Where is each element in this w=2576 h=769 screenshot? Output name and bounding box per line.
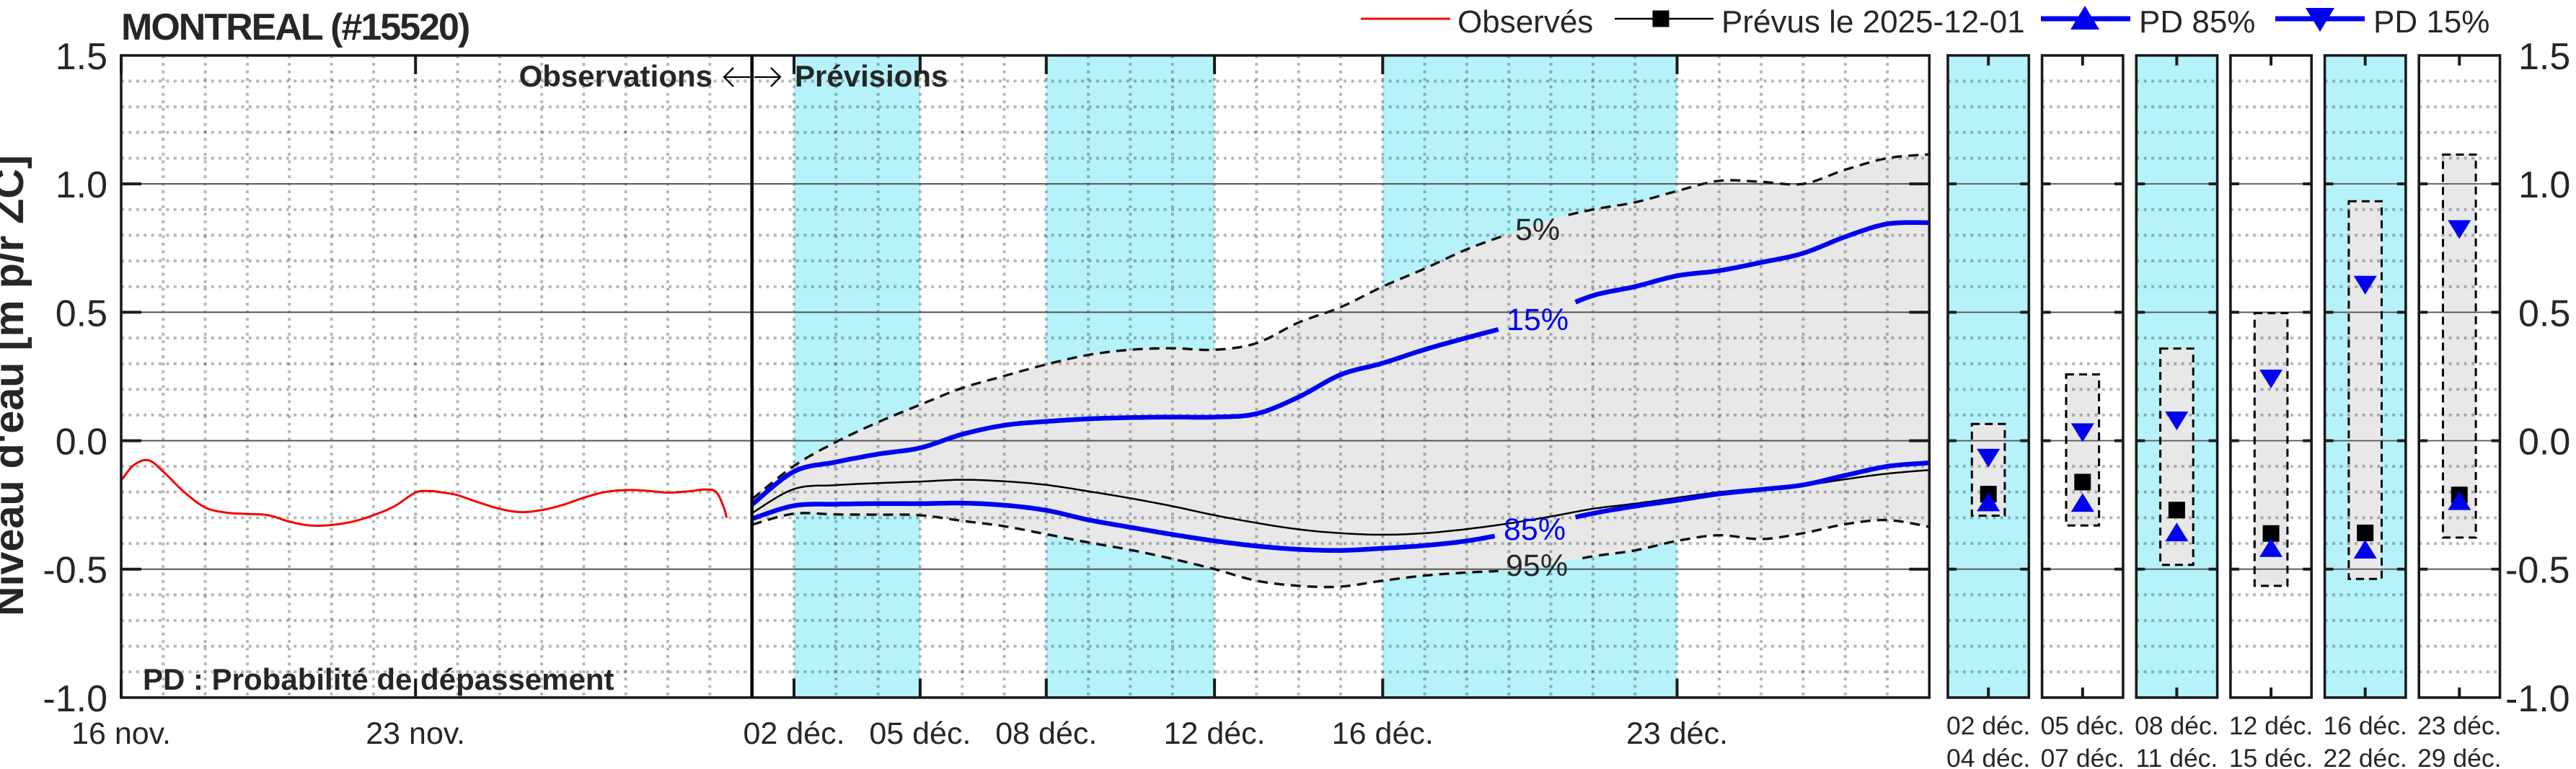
svg-text:16 déc.: 16 déc. [2323,711,2407,740]
svg-text:1.0: 1.0 [2518,164,2570,206]
svg-text:29 déc.: 29 déc. [2417,744,2501,769]
svg-text:05 déc.: 05 déc. [869,716,971,751]
svg-text:0.5: 0.5 [2518,293,2570,334]
svg-text:15 déc.: 15 déc. [2229,744,2313,769]
svg-text:23 déc.: 23 déc. [2417,711,2501,740]
svg-text:07 déc.: 07 déc. [2041,744,2125,769]
svg-text:1.0: 1.0 [56,164,107,206]
svg-text:-1.0: -1.0 [43,678,107,720]
svg-text:PD 85%: PD 85% [2139,4,2255,40]
svg-text:Prévus le 2025-12-01: Prévus le 2025-12-01 [1721,4,2025,40]
svg-text:Niveau d'eau [m p/r ZC]: Niveau d'eau [m p/r ZC] [0,155,32,616]
svg-text:16 déc.: 16 déc. [1332,716,1434,751]
svg-text:0.5: 0.5 [56,293,107,334]
svg-text:04 déc.: 04 déc. [1946,744,2030,769]
svg-text:02 déc.: 02 déc. [743,716,844,751]
svg-text:08 déc.: 08 déc. [2135,711,2218,740]
svg-text:15%: 15% [1507,303,1569,337]
svg-text:-0.5: -0.5 [43,550,107,592]
svg-text:85%: 85% [1504,512,1566,547]
svg-text:-0.5: -0.5 [2505,550,2570,592]
svg-text:95%: 95% [1506,548,1568,583]
svg-text:0.0: 0.0 [2518,422,2570,463]
svg-text:12 déc.: 12 déc. [2229,711,2313,740]
svg-text:0.0: 0.0 [56,422,107,463]
svg-text:02 déc.: 02 déc. [1946,711,2030,740]
svg-text:12 déc.: 12 déc. [1164,716,1266,751]
svg-text:23 nov.: 23 nov. [366,716,465,751]
svg-text:16 nov.: 16 nov. [71,716,171,751]
svg-text:1.5: 1.5 [2518,36,2570,78]
svg-text:11 déc.: 11 déc. [2135,744,2218,769]
svg-text:5%: 5% [1515,213,1560,247]
svg-text:05 déc.: 05 déc. [2041,711,2125,740]
svg-text:Observés: Observés [1457,4,1593,40]
svg-text:22 déc.: 22 déc. [2323,744,2407,769]
svg-text:23 déc.: 23 déc. [1626,716,1728,751]
svg-text:-1.0: -1.0 [2505,678,2570,720]
svg-text:PD : Probabilité de dépassemen: PD : Probabilité de dépassement [143,662,614,696]
svg-text:08 déc.: 08 déc. [995,716,1097,751]
svg-text:Observations: Observations [519,59,713,93]
svg-text:PD 15%: PD 15% [2373,4,2489,40]
svg-text:1.5: 1.5 [56,36,107,78]
svg-text:Prévisions: Prévisions [795,59,948,93]
svg-text:MONTREAL (#15520): MONTREAL (#15520) [121,6,469,48]
